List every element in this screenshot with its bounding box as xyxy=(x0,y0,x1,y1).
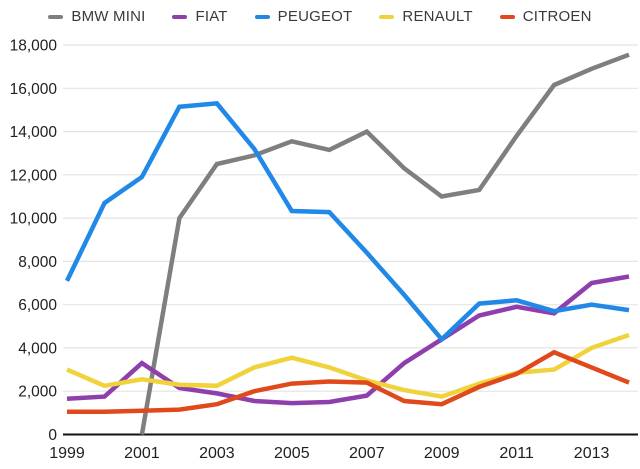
legend-label: FIAT xyxy=(195,8,228,25)
y-tick-label: 2,000 xyxy=(18,384,57,401)
x-tick-label: 2009 xyxy=(424,445,460,462)
legend-item-peugeot: PEUGEOT xyxy=(254,8,353,25)
legend-swatch-bmw-mini xyxy=(48,14,64,19)
legend-label: BMW MINI xyxy=(71,8,146,25)
x-tick-label: 1999 xyxy=(49,445,85,462)
y-tick-label: 0 xyxy=(48,427,57,444)
series-line-peugeot xyxy=(64,101,630,343)
x-tick-label: 2013 xyxy=(574,445,610,462)
legend-swatch-citroen xyxy=(499,14,515,19)
legend-label: RENAULT xyxy=(402,8,473,25)
y-tick-label: 18,000 xyxy=(10,38,58,55)
y-tick-label: 4,000 xyxy=(18,340,57,357)
series-line-bmw-mini xyxy=(139,52,630,435)
legend-swatch-peugeot xyxy=(254,14,270,19)
series-line-renault xyxy=(66,332,630,399)
x-tick-label: 2005 xyxy=(274,445,310,462)
x-tick-label: 2003 xyxy=(199,445,235,462)
y-tick-label: 10,000 xyxy=(10,211,58,228)
legend-label: CITROEN xyxy=(522,8,592,25)
y-tick-label: 16,000 xyxy=(10,81,58,98)
y-tick-label: 6,000 xyxy=(18,297,57,314)
legend-swatch-renault xyxy=(379,14,395,19)
legend-item-fiat: FIAT xyxy=(172,8,227,25)
series-line-fiat xyxy=(66,274,630,406)
series-line-citroen xyxy=(67,349,630,415)
legend-item-bmw-mini: BMW MINI xyxy=(48,8,145,25)
legend-item-renault: RENAULT xyxy=(379,8,473,25)
legend-item-citroen: CITROEN xyxy=(499,8,592,25)
x-tick-label: 2001 xyxy=(124,445,160,462)
legend-label: PEUGEOT xyxy=(277,8,353,25)
y-tick-label: 14,000 xyxy=(10,124,58,141)
x-tick-label: 2011 xyxy=(499,445,534,462)
y-tick-label: 8,000 xyxy=(18,254,57,271)
y-tick-label: 12,000 xyxy=(10,167,58,184)
legend-swatch-fiat xyxy=(172,14,188,19)
chart-legend: BMW MINI FIAT PEUGEOT RENAULT CITROEN xyxy=(0,8,640,25)
x-tick-label: 2007 xyxy=(349,445,385,462)
